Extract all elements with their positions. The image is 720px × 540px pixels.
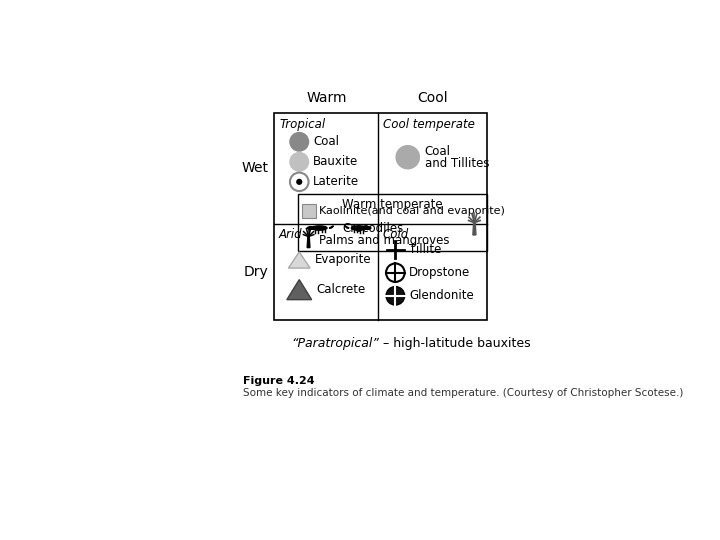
Text: Dry: Dry <box>243 265 269 279</box>
Text: Calcrete: Calcrete <box>316 283 366 296</box>
Ellipse shape <box>351 226 366 230</box>
Text: Warm temperate: Warm temperate <box>342 198 443 211</box>
Circle shape <box>396 146 419 169</box>
Circle shape <box>386 264 405 282</box>
Text: Some key indicators of climate and temperature. (Courtesy of Christopher Scotese: Some key indicators of climate and tempe… <box>243 388 684 398</box>
Text: Cold: Cold <box>383 228 409 241</box>
Text: Bauxite: Bauxite <box>313 156 359 168</box>
Circle shape <box>296 179 302 185</box>
Ellipse shape <box>364 227 371 229</box>
Text: Coal: Coal <box>425 145 451 158</box>
Text: Tropical: Tropical <box>279 118 325 131</box>
Text: Cool: Cool <box>417 91 448 105</box>
Text: Dropstone: Dropstone <box>409 266 471 279</box>
Polygon shape <box>307 237 310 248</box>
Text: “Paratropical”: “Paratropical” <box>291 338 379 350</box>
Text: Arid: Arid <box>279 228 302 241</box>
Text: Cool temperate: Cool temperate <box>383 118 474 131</box>
Text: – high-latitude bauxites: – high-latitude bauxites <box>379 338 531 350</box>
Ellipse shape <box>312 226 327 230</box>
Text: Kaolinite(and coal and evaporite): Kaolinite(and coal and evaporite) <box>320 206 505 216</box>
Circle shape <box>290 132 309 151</box>
Circle shape <box>386 287 405 305</box>
Text: Glendonite: Glendonite <box>409 289 474 302</box>
Text: Figure 4.24: Figure 4.24 <box>243 376 315 386</box>
Ellipse shape <box>307 227 314 229</box>
Text: and Tillites: and Tillites <box>425 157 490 170</box>
Text: Evaporite: Evaporite <box>315 253 372 266</box>
Text: Warm: Warm <box>306 91 346 105</box>
Text: Laterite: Laterite <box>313 176 359 188</box>
Text: Tillite: Tillite <box>409 243 441 256</box>
Text: Coal: Coal <box>313 136 339 148</box>
Text: Crocodiles: Crocodiles <box>343 221 404 234</box>
Polygon shape <box>302 204 315 218</box>
Circle shape <box>290 173 309 191</box>
Text: Wet: Wet <box>241 161 269 176</box>
Circle shape <box>290 153 309 171</box>
Polygon shape <box>287 280 312 300</box>
Polygon shape <box>329 226 333 228</box>
Text: Palms and mangroves: Palms and mangroves <box>320 234 450 247</box>
Polygon shape <box>473 222 476 235</box>
Polygon shape <box>289 252 310 268</box>
Polygon shape <box>345 226 349 228</box>
